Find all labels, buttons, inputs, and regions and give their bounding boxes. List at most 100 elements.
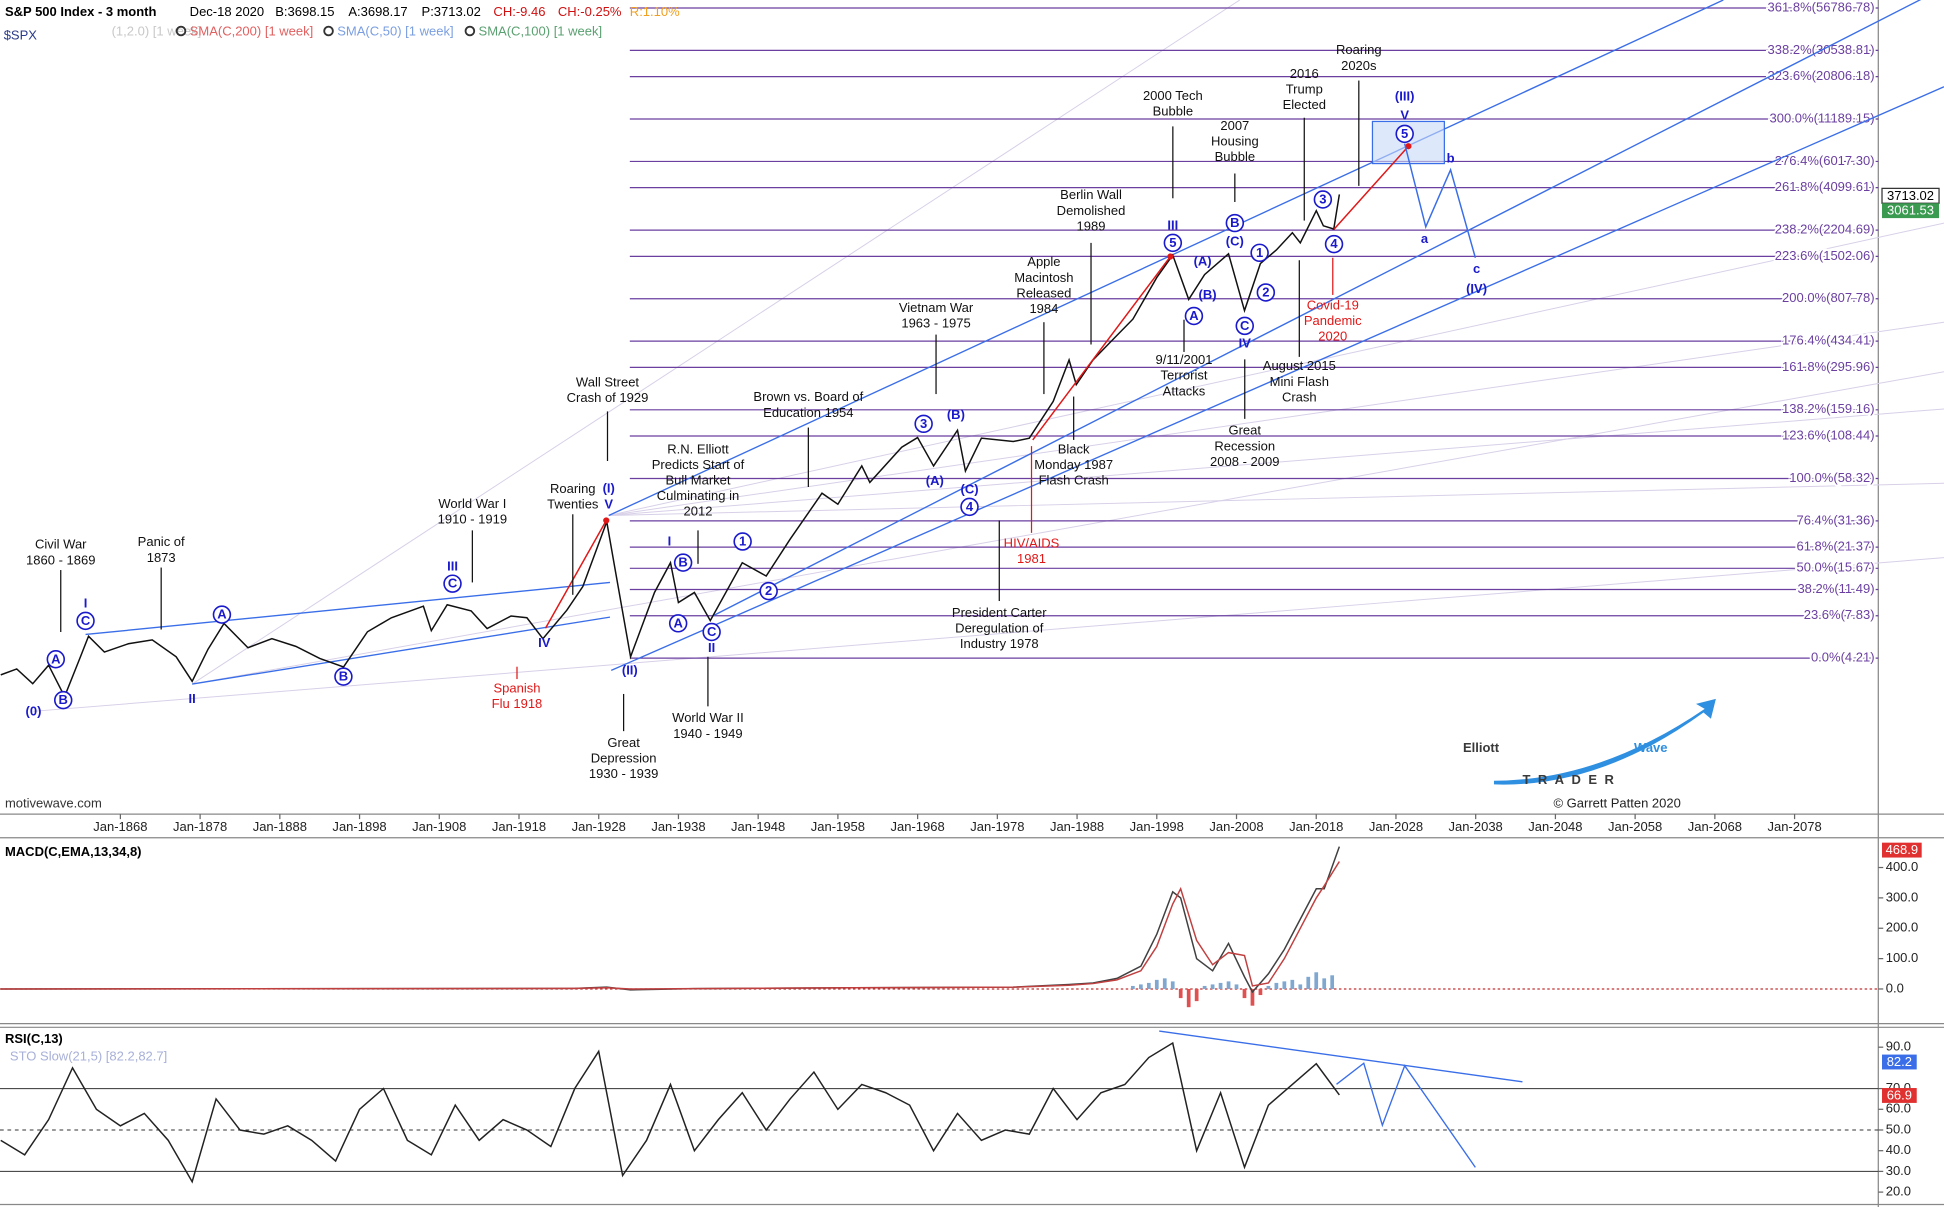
fib-label: 76.4%(31.36)	[1796, 512, 1874, 527]
x-tick-label: Jan-1898	[332, 819, 386, 834]
wave-label: 1	[1256, 245, 1263, 260]
histogram-bar	[1202, 985, 1207, 989]
logo-text: Elliott	[1463, 740, 1500, 755]
wave-circle	[1225, 213, 1245, 233]
annotation: R.N. Elliott	[667, 441, 729, 456]
y-tick-label: 300.0	[1886, 889, 1919, 904]
annotation: Depression	[591, 751, 657, 766]
wave-label: II	[708, 640, 715, 655]
annotation: Deregulation of	[955, 620, 1044, 635]
annotation: Bubble	[1153, 104, 1193, 119]
indicator-icon	[464, 25, 476, 37]
histogram-bar	[1170, 981, 1175, 989]
x-tick-label: Jan-2048	[1528, 819, 1582, 834]
fan-line	[192, 371, 1944, 685]
forecast-path	[1403, 143, 1477, 258]
annotation: 1989	[1077, 218, 1106, 233]
fib-label: 138.2%(159.16)	[1782, 401, 1875, 416]
fib-label: 361.8%(56786.78)	[1768, 0, 1875, 14]
histogram-bar	[1298, 984, 1303, 989]
histogram-bar	[1131, 985, 1135, 989]
wave-label: 1	[739, 534, 746, 549]
y-tick-label: 30.0	[1886, 1163, 1911, 1178]
histogram-bar	[1194, 988, 1199, 1002]
annotation: Bull Market	[665, 473, 730, 488]
indicator-label: SMA(C,200) [1 week]	[190, 24, 314, 39]
fan-line	[608, 482, 1944, 517]
wave-label: A	[51, 651, 61, 666]
wave-label: II	[189, 691, 196, 706]
annotation: World War I	[438, 496, 506, 511]
annotation: 1910 - 1919	[438, 511, 507, 526]
wave-circle	[1184, 306, 1204, 326]
wave-label: C	[81, 613, 91, 628]
chart-title: S&P 500 Index - 3 month	[5, 4, 157, 19]
wave-label: c	[1473, 261, 1480, 276]
fib-label: 338.2%(30538.81)	[1768, 42, 1875, 57]
wave-label: 4	[1330, 236, 1338, 251]
channel-line	[608, 0, 1724, 517]
wave-label: III	[1167, 218, 1178, 233]
wave-label: (0)	[26, 703, 42, 718]
fib-label: 323.6%(20806.18)	[1768, 68, 1875, 83]
wave-label: b	[1447, 151, 1455, 166]
annotation: Panic of	[138, 534, 185, 549]
wave-label: a	[1421, 231, 1429, 246]
wave-label: A	[1189, 308, 1199, 323]
annotation: President Carter	[952, 605, 1047, 620]
rsi-trendline	[1159, 1030, 1523, 1083]
x-tick-label: Jan-1908	[412, 819, 466, 834]
fib-label: 61.8%(21.37)	[1796, 539, 1874, 554]
sma-label: 3061.53	[1887, 203, 1934, 218]
wave-label: (III)	[1395, 89, 1415, 104]
histogram-bar	[1258, 988, 1263, 996]
wave-label: 3	[920, 416, 927, 431]
wave-circle	[668, 614, 688, 633]
x-tick-label: Jan-1948	[731, 819, 785, 834]
annotation: 2007	[1220, 118, 1249, 133]
wave-circle	[1235, 316, 1254, 336]
fib-label: 238.2%(2204.69)	[1775, 222, 1875, 237]
series-line	[0, 861, 1340, 990]
fib-label: 23.6%(7.83)	[1804, 607, 1875, 622]
y-tick-label: 200.0	[1886, 920, 1919, 935]
annotation: Black	[1058, 441, 1090, 456]
annotation: Macintosh	[1014, 270, 1073, 285]
indicator-label: (1,2.0) [1 week]	[112, 24, 202, 39]
x-tick-label: Jan-2008	[1209, 819, 1263, 834]
annotation: 1963 - 1975	[901, 316, 970, 331]
quote-field: A:3698.17	[348, 4, 407, 19]
quote-field: P:3713.02	[422, 4, 481, 19]
histogram-bar	[1322, 978, 1327, 989]
y-tick-label: 400.0	[1886, 859, 1919, 874]
histogram-bar	[1178, 988, 1183, 999]
annotation: Crash of 1929	[567, 390, 649, 405]
x-tick-label: Jan-1998	[1130, 819, 1184, 834]
wave-circle	[673, 553, 693, 572]
wave-label: 2	[1262, 285, 1269, 300]
y-tick-label: 50.0	[1886, 1121, 1911, 1136]
x-tick-label: Jan-2028	[1369, 819, 1423, 834]
quote-field: CH:-9.46	[493, 4, 545, 19]
wave-label: I	[668, 534, 672, 549]
arrow-head	[1405, 143, 1412, 150]
wave-circle	[733, 532, 752, 551]
histogram-bar	[1146, 982, 1151, 989]
x-tick-label: Jan-1868	[93, 819, 147, 834]
fan-line	[33, 557, 1944, 712]
x-tick-label: Jan-2038	[1449, 819, 1503, 834]
annotation: Flu 1918	[492, 696, 543, 711]
wave-label: (B)	[947, 407, 965, 422]
channel-line	[192, 616, 611, 685]
fib-label: 50.0%(15.67)	[1796, 560, 1874, 575]
fan-line	[608, 408, 1944, 517]
arrow-head	[1167, 253, 1174, 260]
histogram-bar	[1314, 972, 1319, 989]
fib-label: 38.2%(11.49)	[1797, 581, 1874, 596]
histogram-bar	[1154, 979, 1159, 989]
wave-label: B	[339, 669, 348, 684]
histogram-bar	[1306, 976, 1311, 989]
wave-label: C	[448, 576, 458, 591]
fib-label: 261.8%(4099.61)	[1775, 179, 1875, 194]
wave-label: A	[673, 615, 683, 630]
